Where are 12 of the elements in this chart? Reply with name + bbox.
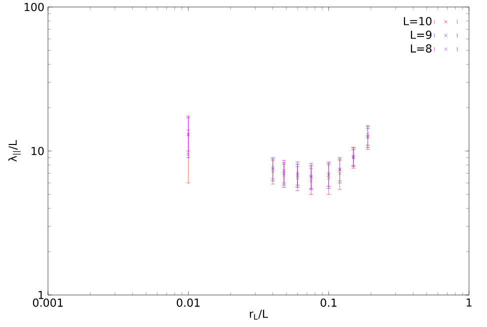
x-axis-title: r$_{L}$/L xyxy=(250,310,268,320)
x-tick-label: 1 xyxy=(466,298,472,307)
y-axis-title: λ$_{||}$/L xyxy=(8,140,21,162)
legend-label: L=9 xyxy=(410,30,432,39)
y-tick-label: 1 xyxy=(38,290,44,300)
legend-label: L=10 xyxy=(404,16,432,26)
x-tick-label: 0.1 xyxy=(320,298,336,307)
x-tick-label: 0.001 xyxy=(32,298,63,307)
legend-label: L=8 xyxy=(410,44,432,53)
y-tick-label: 100 xyxy=(24,2,44,12)
y-tick-label: 10 xyxy=(32,146,44,156)
x-tick-label: 0.01 xyxy=(176,298,200,307)
